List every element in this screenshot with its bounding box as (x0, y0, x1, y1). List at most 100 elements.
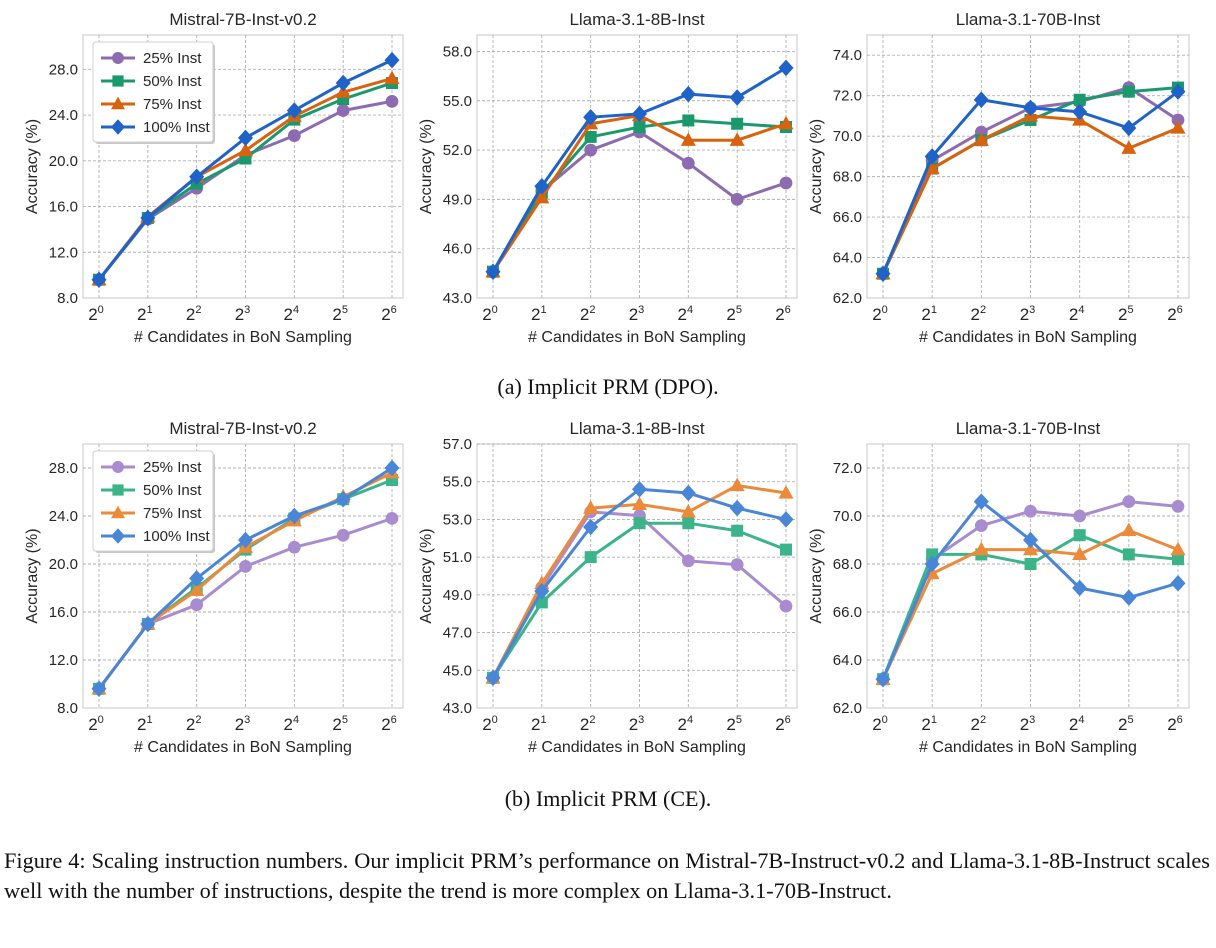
data-point (190, 598, 204, 612)
chart-title: Llama-3.1-8B-Inst (569, 419, 704, 438)
plot-area (476, 34, 798, 299)
x-axis-label: # Candidates in BoN Sampling (919, 329, 1137, 346)
data-point (924, 555, 940, 573)
series-100-inst (485, 481, 794, 687)
series-100-inst (875, 83, 1186, 282)
plot-area (866, 34, 1190, 299)
legend-item: 100% Inst (101, 119, 211, 136)
y-tick-label: 52.0 (443, 142, 472, 159)
data-point (1121, 589, 1137, 606)
y-tick-label: 72.0 (833, 88, 862, 105)
x-axis-label: # Candidates in BoN Sampling (134, 739, 352, 756)
y-tick-label: 12.0 (49, 652, 78, 669)
y-tick-label: 74.0 (833, 47, 862, 64)
data-point (681, 156, 695, 170)
data-point (875, 265, 891, 282)
data-point (385, 94, 399, 108)
legend-marker-diamond-icon (111, 528, 125, 544)
x-tick-label: 24 (1069, 304, 1085, 324)
x-tick-label: 22 (971, 304, 987, 324)
legend-label: 25% Inst (143, 459, 202, 476)
x-tick-label: 23 (629, 714, 645, 734)
x-tick-label: 20 (482, 714, 498, 734)
chart-title: Mistral-7B-Inst-v0.2 (169, 419, 316, 438)
chart-title: Llama-3.1-8B-Inst (569, 10, 704, 29)
data-point (1121, 140, 1137, 154)
data-point (1122, 548, 1135, 561)
legend-item: 25% Inst (101, 459, 202, 476)
y-tick-label: 51.0 (443, 549, 472, 566)
x-tick-label: 23 (1020, 714, 1036, 734)
x-tick-label: 26 (775, 714, 791, 734)
data-point (189, 582, 205, 597)
data-point (1073, 93, 1086, 106)
data-point (729, 89, 745, 106)
data-point (875, 670, 891, 688)
data-point (584, 130, 597, 143)
legend-box (92, 41, 214, 143)
data-point (1023, 99, 1038, 117)
data-point (633, 517, 646, 530)
legend-marker-triangle-icon (111, 96, 125, 110)
data-point (189, 570, 205, 587)
y-tick-label: 24.0 (49, 107, 78, 124)
x-tick-label: 21 (531, 714, 547, 734)
data-point (1172, 553, 1184, 566)
data-point (1170, 574, 1186, 592)
x-tick-label: 20 (872, 304, 888, 324)
y-tick-label: 70.0 (833, 508, 862, 525)
legend-label: 75% Inst (143, 505, 202, 522)
legend-box (92, 450, 214, 552)
data-point (1170, 120, 1186, 134)
x-tick-label: 22 (186, 304, 202, 324)
x-tick-label: 21 (921, 304, 937, 324)
x-tick-label: 25 (332, 714, 348, 734)
legend: 25% Inst 50% Inst 75% Inst 100% Inst (92, 41, 215, 144)
x-tick-label: 24 (678, 304, 694, 324)
x-tick-label: 23 (235, 714, 251, 734)
legend: 25% Inst 50% Inst 75% Inst 100% Inst (92, 450, 215, 553)
y-tick-label: 62.0 (833, 700, 862, 717)
legend-marker-circle-icon (112, 461, 124, 473)
data-point (1073, 529, 1086, 542)
legend-label: 100% Inst (143, 528, 211, 545)
data-point (140, 615, 156, 633)
data-point (584, 551, 597, 564)
y-tick-label: 24.0 (49, 508, 78, 525)
x-tick-label: 26 (1167, 304, 1183, 324)
data-point (681, 554, 695, 568)
y-axis-label: Accuracy (%) (24, 119, 41, 214)
data-point (778, 59, 794, 77)
x-axis-label: # Candidates in BoN Sampling (528, 329, 746, 346)
y-tick-label: 8.0 (57, 290, 78, 307)
data-point (973, 91, 989, 108)
subcaption-dpo: (a) Implicit PRM (DPO). (497, 374, 719, 399)
data-point (1073, 509, 1087, 523)
y-tick-label: 66.0 (833, 209, 862, 226)
data-point (729, 132, 745, 146)
data-point (336, 104, 350, 117)
x-tick-label: 22 (971, 714, 987, 734)
data-point (730, 558, 744, 572)
data-point (384, 459, 400, 477)
y-tick-label: 49.0 (443, 587, 472, 604)
y-tick-label: 46.0 (443, 241, 472, 258)
legend-marker-square-icon (112, 484, 124, 496)
legend-item: 50% Inst (101, 73, 202, 90)
legend-item: 75% Inst (101, 505, 202, 522)
y-tick-label: 45.0 (443, 662, 472, 679)
y-axis-label: Accuracy (%) (418, 528, 435, 623)
data-point (91, 271, 107, 288)
y-tick-label: 43.0 (443, 700, 472, 717)
legend-marker-square-icon (112, 75, 124, 87)
data-point (1072, 579, 1088, 597)
data-point (729, 499, 745, 517)
data-point (583, 108, 599, 126)
x-tick-label: 26 (1167, 714, 1183, 734)
data-point (1072, 103, 1088, 121)
data-point (1171, 500, 1185, 513)
chart-panel-dpo-3: 62.0 64.0 66.0 68.0 70.0 72.0 74.0 20 21 22 23 24 25… (808, 10, 1190, 346)
data-point (1072, 546, 1088, 561)
chart-title: Mistral-7B-Inst-v0.2 (169, 10, 316, 29)
